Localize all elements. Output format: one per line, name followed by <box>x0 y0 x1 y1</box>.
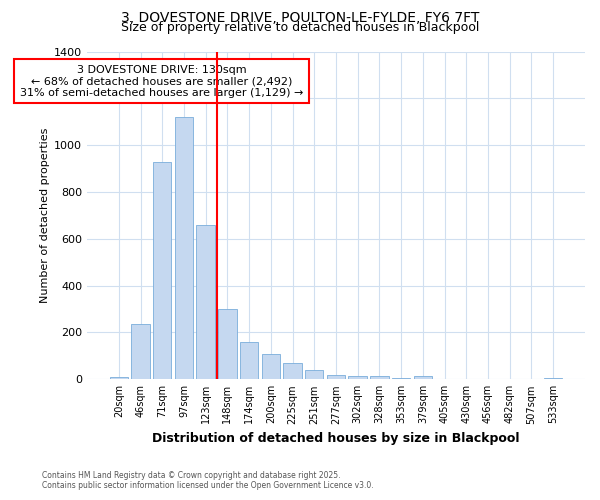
Bar <box>436 378 454 380</box>
Bar <box>305 370 323 380</box>
Bar <box>196 225 215 380</box>
Bar <box>327 374 345 380</box>
Bar <box>175 117 193 380</box>
Text: 3 DOVESTONE DRIVE: 130sqm
← 68% of detached houses are smaller (2,492)
31% of se: 3 DOVESTONE DRIVE: 130sqm ← 68% of detac… <box>20 64 304 98</box>
Bar <box>544 378 562 380</box>
Bar <box>153 162 172 380</box>
Bar <box>131 324 150 380</box>
Bar <box>392 378 410 380</box>
Bar <box>370 376 389 380</box>
Bar <box>413 376 432 380</box>
Text: Contains HM Land Registry data © Crown copyright and database right 2025.
Contai: Contains HM Land Registry data © Crown c… <box>42 470 374 490</box>
X-axis label: Distribution of detached houses by size in Blackpool: Distribution of detached houses by size … <box>152 432 520 445</box>
Bar <box>240 342 259 380</box>
Bar <box>110 377 128 380</box>
Bar <box>349 376 367 380</box>
Y-axis label: Number of detached properties: Number of detached properties <box>40 128 50 303</box>
Bar <box>283 363 302 380</box>
Bar <box>262 354 280 380</box>
Bar <box>218 309 236 380</box>
Text: Size of property relative to detached houses in Blackpool: Size of property relative to detached ho… <box>121 21 479 34</box>
Text: 3, DOVESTONE DRIVE, POULTON-LE-FYLDE, FY6 7FT: 3, DOVESTONE DRIVE, POULTON-LE-FYLDE, FY… <box>121 11 479 25</box>
